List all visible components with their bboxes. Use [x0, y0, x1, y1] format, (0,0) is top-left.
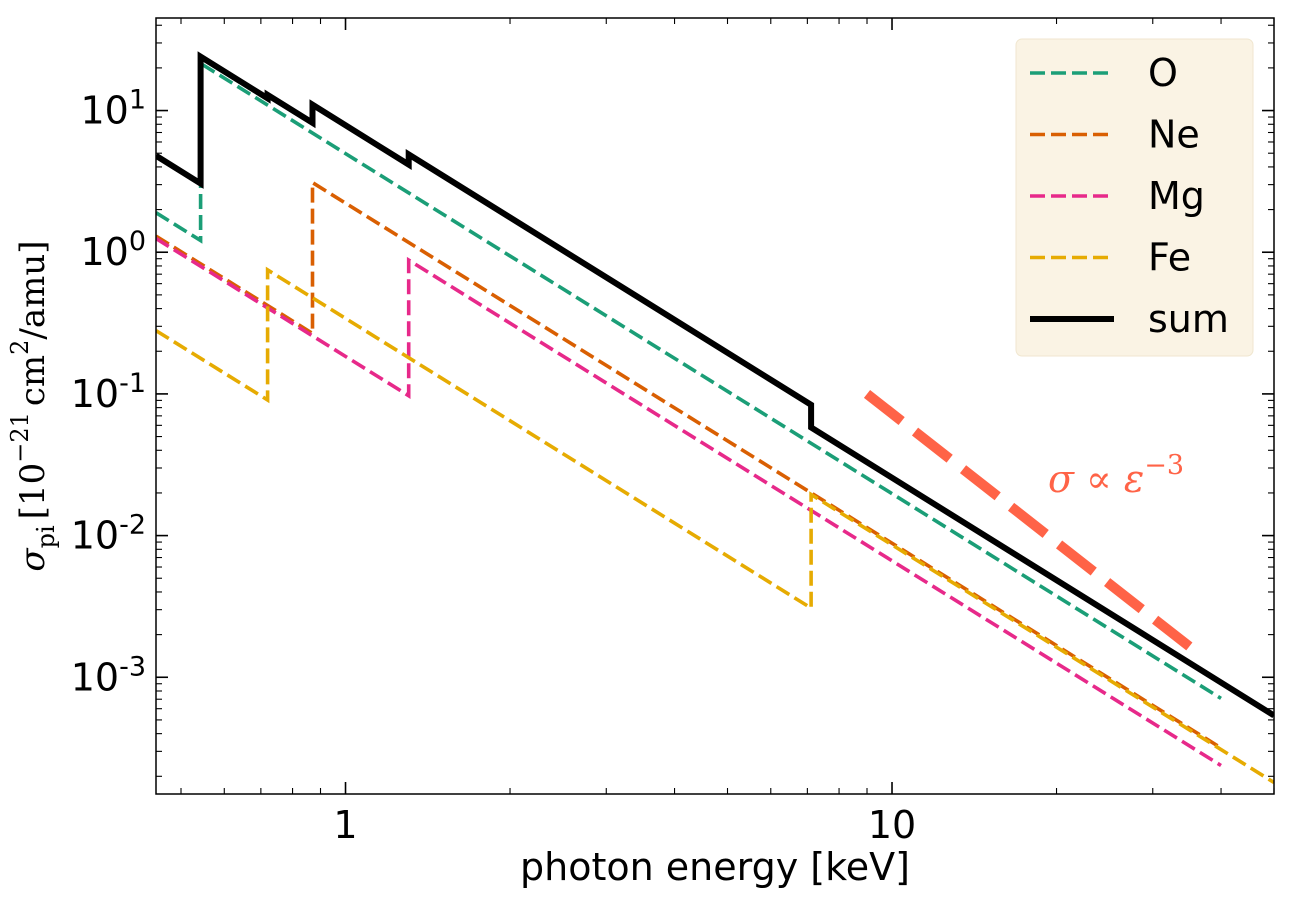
y-axis-title-factor: 10: [13, 463, 53, 506]
series-fe-line: [156, 266, 1274, 785]
plot-frame: [155, 17, 1275, 795]
series-o-line: [156, 60, 1222, 700]
x-tick-labels: 1 10: [333, 803, 916, 847]
legend-label-sum: sum: [1148, 297, 1229, 341]
reference-label-exp: −3: [1144, 450, 1184, 481]
minor-ticks: [156, 18, 1275, 794]
y-tick-labels: 101 100 10-1 10-2 10-3: [71, 85, 146, 700]
legend-frame: [1015, 38, 1254, 357]
series-ne-line: [156, 179, 1222, 750]
x-axis-title: photon energy [keV]: [520, 845, 910, 889]
legend-label-o: O: [1148, 51, 1178, 95]
y-axis-title-unit-exp: 2: [6, 340, 34, 355]
major-ticks: [156, 18, 1274, 794]
y-tick-label: 10-3: [71, 651, 146, 699]
legend-label-ne: Ne: [1148, 113, 1200, 157]
y-tick-label: 101: [80, 85, 146, 133]
y-tick-label: 10-1: [71, 368, 146, 416]
x-tick-label: 1: [333, 803, 357, 847]
y-axis-title-bracket: [: [13, 506, 53, 519]
y-axis-title-symbol: σ: [13, 548, 53, 572]
y-axis-title-subscript: pi: [32, 525, 60, 548]
series-layer: [156, 51, 1274, 785]
y-tick-label: 10-2: [71, 510, 146, 558]
y-axis-title: σpi [10−21 cm2/amu]: [6, 240, 60, 571]
y-axis-title-exponent: −21: [6, 412, 34, 463]
y-axis-title-unit: cm: [13, 355, 53, 406]
legend: O Ne Mg Fe sum: [1015, 38, 1254, 357]
y-axis-title-rest: /amu]: [13, 240, 53, 339]
svg-text:σpi[10−21cm2/amu]: σpi [10−21 cm2/amu]: [6, 240, 60, 571]
reference-line: [863, 389, 1193, 651]
legend-label-mg: Mg: [1148, 174, 1205, 218]
series-sum-line: [156, 51, 1274, 719]
reference-label: σ ∝ ε−3: [1048, 450, 1184, 501]
series-mg-line: [156, 236, 1222, 768]
reference-layer: [863, 389, 1193, 651]
y-tick-label: 100: [80, 226, 146, 274]
x-tick-label: 10: [868, 803, 916, 847]
legend-label-fe: Fe: [1148, 236, 1191, 280]
reference-label-base: σ ∝ ε: [1048, 457, 1144, 501]
